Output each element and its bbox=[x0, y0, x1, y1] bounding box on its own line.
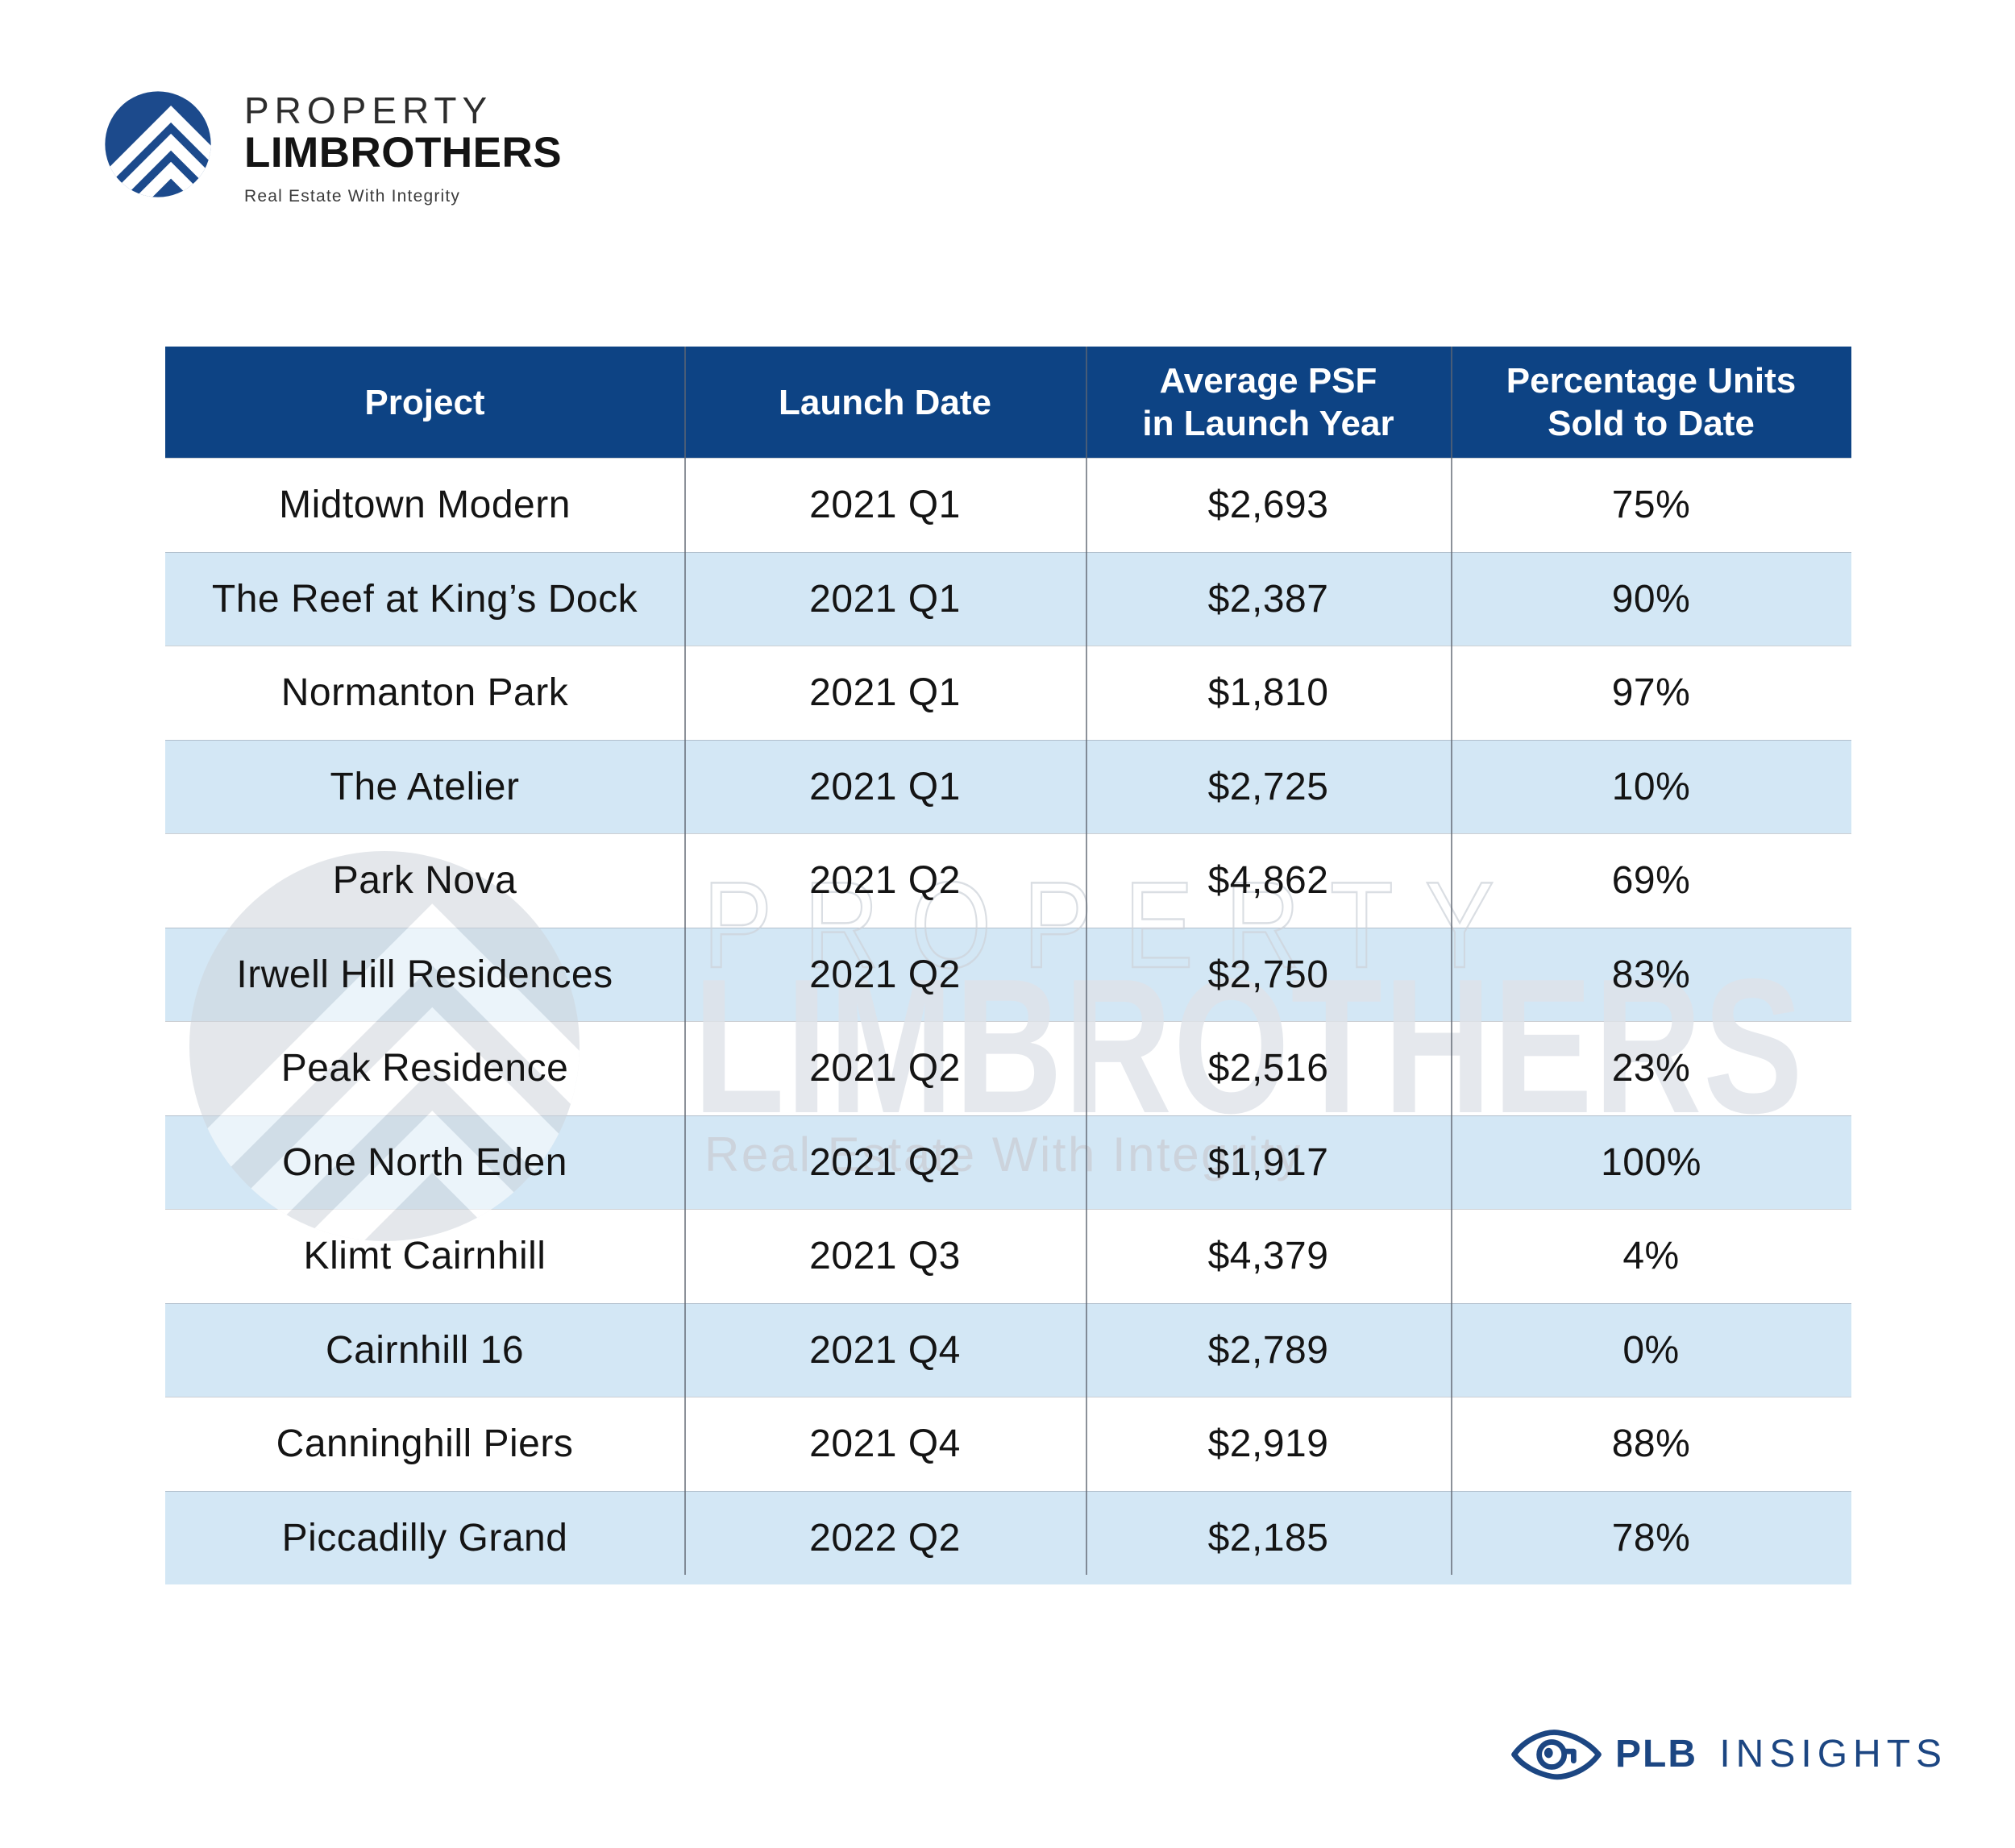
cell-avg-psf: $4,379 bbox=[1207, 1235, 1329, 1278]
cell-project: The Reef at King’s Dock bbox=[211, 577, 638, 621]
cell-avg-psf: $1,810 bbox=[1207, 671, 1329, 715]
cell-project: Peak Residence bbox=[280, 1047, 569, 1090]
cell-launch-date: 2021 Q1 bbox=[809, 765, 961, 808]
table-row: Normanton Park 2021 Q1 $1,810 97% bbox=[165, 646, 1851, 740]
cell-pct-sold: 0% bbox=[1622, 1328, 1680, 1372]
cell-project: Irwell Hill Residences bbox=[236, 953, 613, 996]
column-header-percentage-sold: Percentage Units Sold to Date bbox=[1506, 361, 1797, 443]
cell-project: Normanton Park bbox=[280, 671, 569, 715]
cell-launch-date: 2021 Q2 bbox=[809, 859, 961, 903]
property-limbrothers-logo-icon bbox=[105, 91, 211, 197]
table-row: Midtown Modern 2021 Q1 $2,693 75% bbox=[165, 458, 1851, 552]
column-divider bbox=[1086, 347, 1087, 1575]
cell-launch-date: 2021 Q2 bbox=[809, 1047, 961, 1090]
cell-project: Park Nova bbox=[332, 859, 517, 903]
table-row: Irwell Hill Residences 2021 Q2 $2,750 83… bbox=[165, 927, 1851, 1021]
cell-project: The Atelier bbox=[330, 765, 520, 808]
cell-launch-date: 2022 Q2 bbox=[809, 1516, 961, 1559]
brand-name-limbrothers: LIMBROTHERS bbox=[244, 129, 563, 176]
column-header-average-psf: Average PSF in Launch Year bbox=[1142, 361, 1394, 443]
cell-avg-psf: $2,387 bbox=[1207, 577, 1329, 621]
table-row: Peak Residence 2021 Q2 $2,516 23% bbox=[165, 1021, 1851, 1115]
brand-tagline: Real Estate With Integrity bbox=[244, 187, 461, 206]
table-header-row: Project Launch Date Average PSF in Launch… bbox=[165, 347, 1851, 458]
cell-pct-sold: 100% bbox=[1601, 1140, 1701, 1184]
cell-avg-psf: $2,919 bbox=[1207, 1422, 1329, 1466]
cell-launch-date: 2021 Q4 bbox=[809, 1328, 961, 1372]
table-row: One North Eden 2021 Q2 $1,917 100% bbox=[165, 1115, 1851, 1209]
column-header-project: Project bbox=[364, 382, 485, 422]
table-row: The Reef at King’s Dock 2021 Q1 $2,387 9… bbox=[165, 551, 1851, 646]
cell-launch-date: 2021 Q3 bbox=[809, 1235, 961, 1278]
cell-project: Canninghill Piers bbox=[276, 1422, 574, 1466]
cell-pct-sold: 10% bbox=[1611, 765, 1691, 808]
cell-launch-date: 2021 Q1 bbox=[809, 484, 961, 527]
cell-launch-date: 2021 Q1 bbox=[809, 671, 961, 715]
cell-project: Klimt Cairnhill bbox=[303, 1235, 546, 1278]
table-row: Klimt Cairnhill 2021 Q3 $4,379 4% bbox=[165, 1209, 1851, 1303]
cell-launch-date: 2021 Q2 bbox=[809, 1140, 961, 1184]
table-row: Canninghill Piers 2021 Q4 $2,919 88% bbox=[165, 1397, 1851, 1491]
cell-avg-psf: $2,516 bbox=[1207, 1047, 1329, 1090]
cell-avg-psf: $2,750 bbox=[1207, 953, 1329, 996]
plb-text: PLB bbox=[1615, 1733, 1697, 1775]
insights-text: INSIGHTS bbox=[1719, 1733, 1948, 1775]
cell-launch-date: 2021 Q2 bbox=[809, 953, 961, 996]
cell-pct-sold: 4% bbox=[1622, 1235, 1680, 1278]
cell-avg-psf: $1,917 bbox=[1207, 1140, 1329, 1184]
cell-avg-psf: $4,862 bbox=[1207, 859, 1329, 903]
brand-header: PROPERTY LIMBROTHERS Real Estate With In… bbox=[103, 90, 562, 206]
cell-project: Piccadilly Grand bbox=[281, 1516, 568, 1559]
cell-avg-psf: $2,725 bbox=[1207, 765, 1329, 808]
table-row: Cairnhill 16 2021 Q4 $2,789 0% bbox=[165, 1302, 1851, 1397]
cell-avg-psf: $2,185 bbox=[1207, 1516, 1329, 1559]
cell-project: One North Eden bbox=[282, 1140, 567, 1184]
eye-icon bbox=[1511, 1730, 1602, 1780]
cell-pct-sold: 69% bbox=[1611, 859, 1691, 903]
column-header-launch-date: Launch Date bbox=[778, 382, 992, 422]
cell-pct-sold: 75% bbox=[1611, 484, 1691, 527]
column-divider bbox=[1451, 347, 1452, 1575]
table-row: Piccadilly Grand 2022 Q2 $2,185 78% bbox=[165, 1490, 1851, 1584]
table-row: The Atelier 2021 Q1 $2,725 10% bbox=[165, 739, 1851, 833]
cell-pct-sold: 23% bbox=[1611, 1047, 1691, 1090]
cell-pct-sold: 97% bbox=[1611, 671, 1691, 715]
brand-name-property: PROPERTY bbox=[244, 89, 493, 131]
cell-launch-date: 2021 Q4 bbox=[809, 1422, 961, 1466]
plb-insights-wordmark: PLB INSIGHTS bbox=[1615, 1728, 1947, 1781]
cell-project: Midtown Modern bbox=[279, 484, 571, 527]
cell-avg-psf: $2,789 bbox=[1207, 1328, 1329, 1372]
cell-project: Cairnhill 16 bbox=[325, 1328, 525, 1372]
table-row: Park Nova 2021 Q2 $4,862 69% bbox=[165, 833, 1851, 928]
plb-insights-logo: PLB INSIGHTS bbox=[1509, 1728, 1947, 1781]
cell-pct-sold: 83% bbox=[1611, 953, 1691, 996]
brand-wordmark: PROPERTY LIMBROTHERS Real Estate With In… bbox=[244, 92, 562, 206]
cell-pct-sold: 90% bbox=[1611, 577, 1691, 621]
cell-launch-date: 2021 Q1 bbox=[809, 577, 961, 621]
cell-avg-psf: $2,693 bbox=[1207, 484, 1329, 527]
projects-table: Project Launch Date Average PSF in Launch… bbox=[165, 347, 1851, 1584]
column-divider bbox=[684, 347, 686, 1575]
cell-pct-sold: 88% bbox=[1611, 1422, 1691, 1466]
cell-pct-sold: 78% bbox=[1611, 1516, 1691, 1559]
